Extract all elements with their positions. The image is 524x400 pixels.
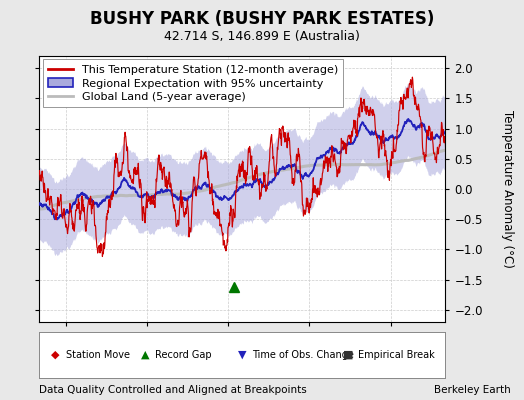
Text: ▼: ▼ [238,350,247,360]
Text: 42.714 S, 146.899 E (Australia): 42.714 S, 146.899 E (Australia) [164,30,360,43]
Text: ◆: ◆ [51,350,60,360]
Text: Record Gap: Record Gap [155,350,212,360]
Legend: This Temperature Station (12-month average), Regional Expectation with 95% uncer: This Temperature Station (12-month avera… [42,59,343,107]
Text: Station Move: Station Move [66,350,130,360]
Text: BUSHY PARK (BUSHY PARK ESTATES): BUSHY PARK (BUSHY PARK ESTATES) [90,10,434,28]
Text: Empirical Break: Empirical Break [358,350,435,360]
Text: Berkeley Earth: Berkeley Earth [434,385,511,395]
Text: Data Quality Controlled and Aligned at Breakpoints: Data Quality Controlled and Aligned at B… [39,385,307,395]
Y-axis label: Temperature Anomaly (°C): Temperature Anomaly (°C) [501,110,514,268]
Text: Time of Obs. Change: Time of Obs. Change [253,350,354,360]
Text: ▲: ▲ [140,350,149,360]
Text: ■: ■ [343,350,353,360]
